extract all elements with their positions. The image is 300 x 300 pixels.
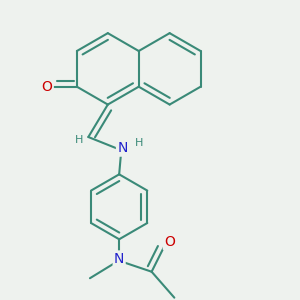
Text: H: H [134,138,143,148]
Text: O: O [164,235,175,249]
Text: H: H [74,135,83,145]
Text: N: N [114,252,124,266]
Text: O: O [42,80,52,94]
Text: N: N [117,141,128,155]
